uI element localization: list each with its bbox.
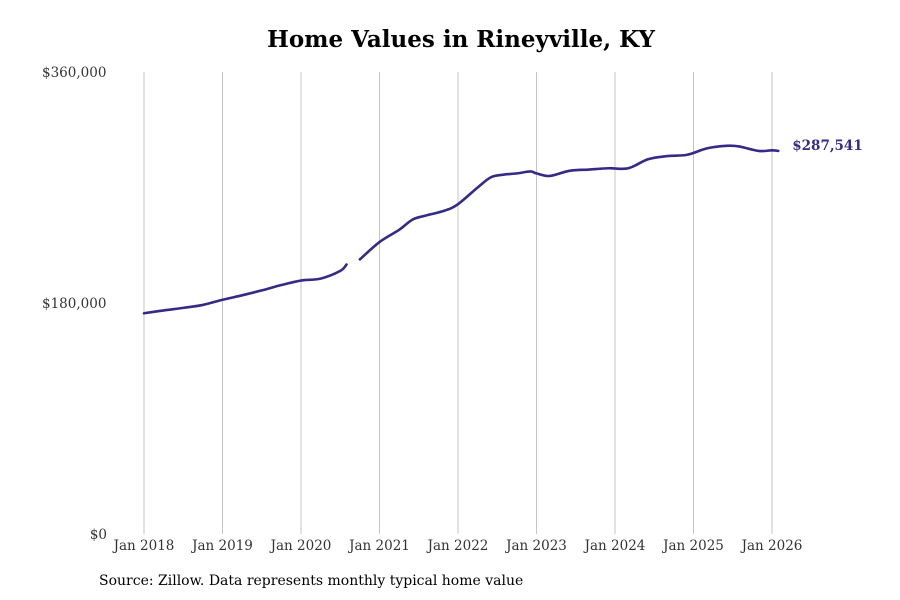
x-tick-label: Jan 2026 [740,538,803,554]
series-line [358,144,780,261]
x-tick-label: Jan 2025 [661,538,724,554]
x-tick-label: Jan 2020 [269,538,332,554]
series-lines [142,144,780,315]
x-tick-label: Jan 2023 [504,538,567,554]
chart-title: Home Values in Rineyville, KY [267,26,655,53]
x-tick-label: Jan 2024 [583,538,646,554]
y-tick-label: $0 [90,527,107,543]
source-note: Source: Zillow. Data represents monthly … [99,573,524,589]
x-axis-ticks: Jan 2018 Jan 2019 Jan 2020 Jan 2021 Jan 2022… [112,538,803,554]
x-tick-label: Jan 2018 [112,538,175,554]
end-value-label: $287,541 [792,138,862,154]
y-tick-label: $180,000 [42,296,106,312]
grid-lines [143,72,773,534]
y-tick-label: $360,000 [42,65,106,81]
x-tick-label: Jan 2021 [347,538,410,554]
x-tick-label: Jan 2022 [426,538,489,554]
y-axis-ticks: $0 $180,000 $360,000 [42,65,107,543]
series-line [142,263,348,315]
x-tick-label: Jan 2019 [190,538,253,554]
